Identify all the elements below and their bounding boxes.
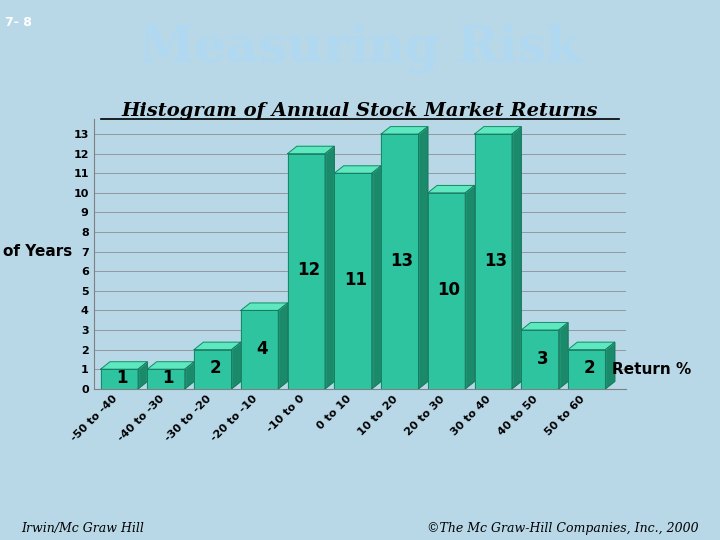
- Polygon shape: [148, 369, 185, 389]
- Polygon shape: [372, 166, 381, 389]
- Polygon shape: [428, 193, 465, 389]
- Polygon shape: [334, 173, 372, 389]
- Text: 13: 13: [484, 252, 507, 269]
- Polygon shape: [240, 303, 287, 310]
- Polygon shape: [381, 134, 418, 389]
- Polygon shape: [101, 362, 148, 369]
- Polygon shape: [240, 310, 278, 389]
- Polygon shape: [606, 342, 615, 389]
- Polygon shape: [101, 369, 138, 389]
- Text: 3: 3: [536, 350, 548, 368]
- Polygon shape: [138, 362, 148, 389]
- Text: 10: 10: [437, 281, 460, 299]
- Polygon shape: [418, 127, 428, 389]
- Polygon shape: [568, 349, 606, 389]
- Polygon shape: [428, 185, 474, 193]
- Polygon shape: [194, 349, 231, 389]
- Text: 7- 8: 7- 8: [6, 16, 32, 29]
- Text: 1: 1: [163, 369, 174, 387]
- Polygon shape: [287, 154, 325, 389]
- Polygon shape: [148, 362, 194, 369]
- Text: 1: 1: [116, 369, 127, 387]
- Text: # of Years: # of Years: [0, 244, 73, 259]
- Polygon shape: [334, 166, 381, 173]
- Polygon shape: [474, 134, 512, 389]
- Polygon shape: [278, 303, 287, 389]
- Polygon shape: [231, 342, 240, 389]
- Polygon shape: [521, 322, 568, 330]
- Polygon shape: [465, 185, 474, 389]
- Polygon shape: [194, 342, 240, 349]
- Text: Irwin/Mc Graw Hill: Irwin/Mc Graw Hill: [22, 522, 145, 535]
- Polygon shape: [521, 330, 559, 389]
- Text: Return %: Return %: [612, 362, 691, 377]
- Polygon shape: [559, 322, 568, 389]
- Polygon shape: [568, 342, 615, 349]
- Polygon shape: [512, 127, 521, 389]
- Text: 2: 2: [583, 360, 595, 377]
- Text: Histogram of Annual Stock Market Returns: Histogram of Annual Stock Market Returns: [122, 102, 598, 120]
- Polygon shape: [325, 146, 334, 389]
- Text: 2: 2: [210, 360, 221, 377]
- Text: 12: 12: [297, 261, 320, 280]
- Text: 4: 4: [256, 340, 268, 358]
- Polygon shape: [381, 127, 428, 134]
- Text: 13: 13: [390, 252, 413, 269]
- Text: ©The Mc Graw-Hill Companies, Inc., 2000: ©The Mc Graw-Hill Companies, Inc., 2000: [427, 522, 698, 535]
- Polygon shape: [185, 362, 194, 389]
- Polygon shape: [474, 127, 521, 134]
- Text: 11: 11: [344, 271, 366, 289]
- Polygon shape: [287, 146, 334, 154]
- Text: Measuring Risk: Measuring Risk: [139, 24, 581, 73]
